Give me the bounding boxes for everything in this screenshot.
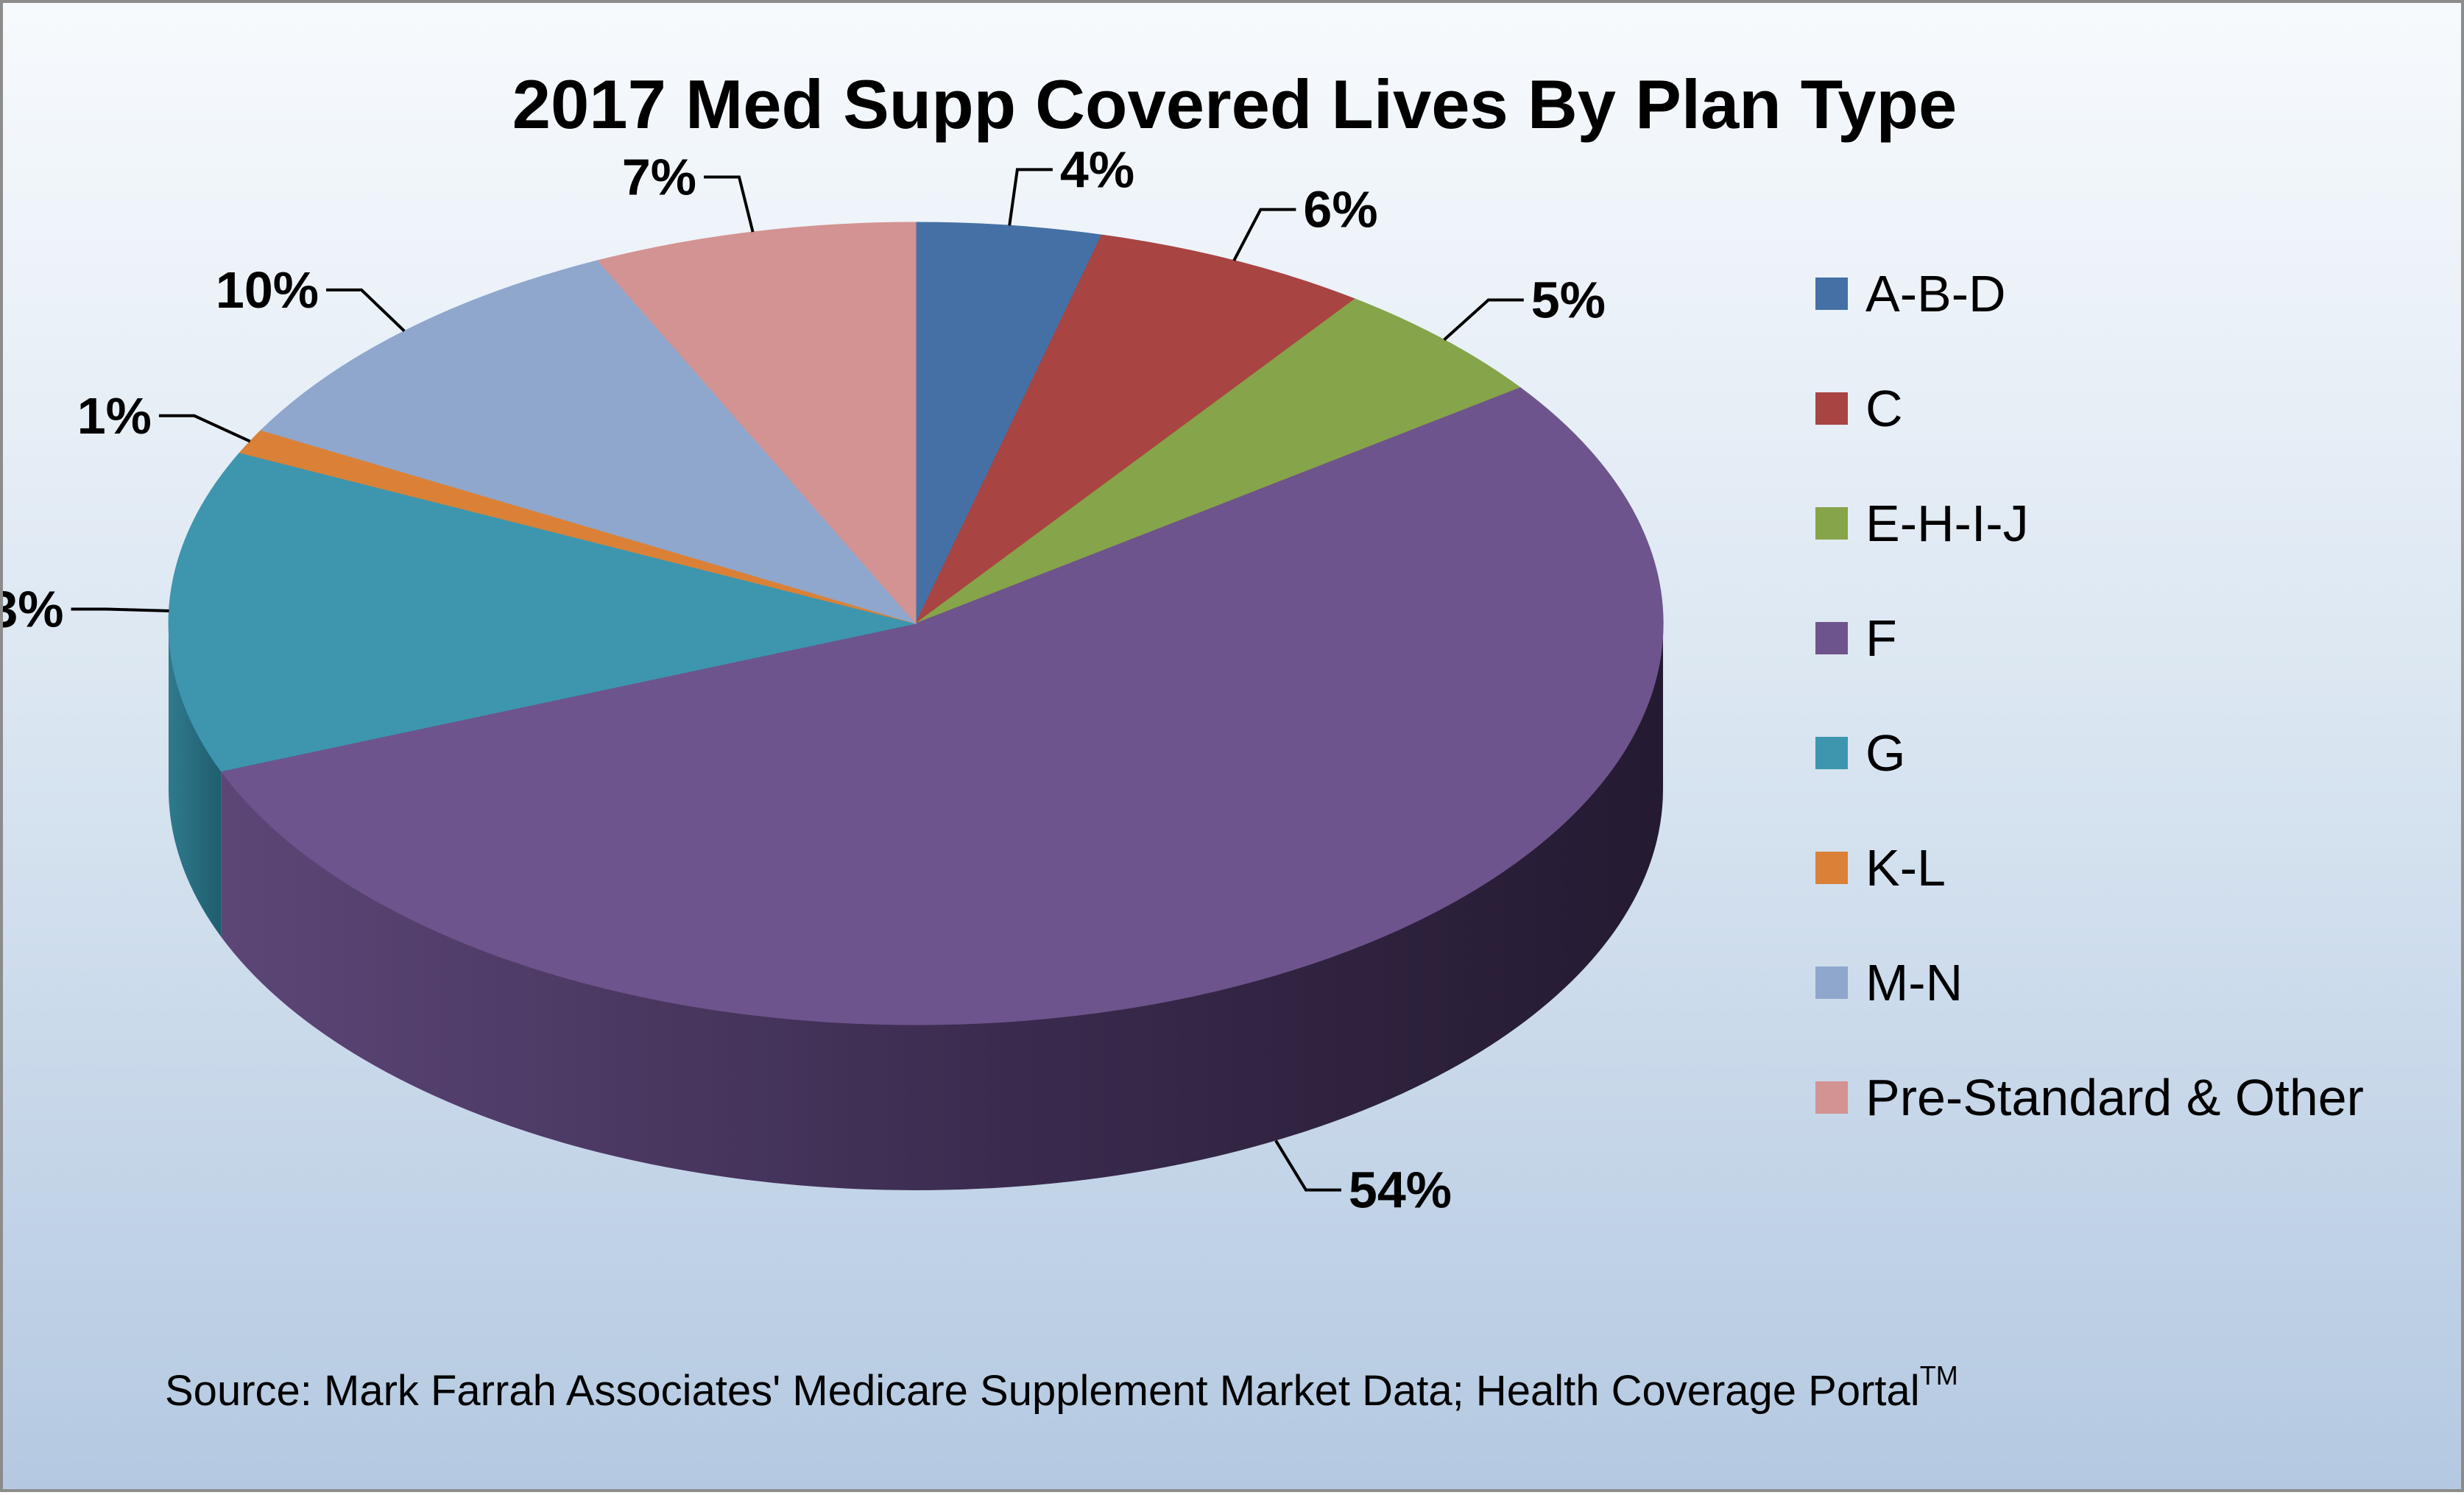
pie-slice-c[interactable] [915, 234, 1356, 624]
leader-line-pre-standard-other [704, 175, 755, 233]
chart-title: 2017 Med Supp Covered Lives By Plan Type [512, 66, 1957, 143]
pie-side-f [221, 623, 1663, 1190]
legend-item-a-b-d: A-B-D [1815, 265, 2006, 322]
legend-label: Pre-Standard & Other [1865, 1069, 2364, 1126]
legend-item-g: G [1815, 724, 1905, 782]
legend-item-c: C [1815, 380, 1903, 437]
legend-label: C [1865, 380, 1903, 437]
data-label-m-n: 10% [216, 261, 319, 319]
legend: A-B-D C E-H-I-J FG K-L M-N Pre-Standard & Othe… [1815, 265, 2364, 1126]
leader-line-m-n [326, 288, 406, 333]
legend-swatch [1815, 622, 1848, 654]
legend-label: E-H-I-J [1865, 495, 2029, 552]
leader-line-a-b-d [1008, 168, 1053, 226]
data-label-a-b-d: 4% [1060, 141, 1134, 198]
data-labels: 4% 6% 5% 54% 13% 1% 10% 7% [3, 141, 1606, 1218]
data-label-c: 6% [1303, 181, 1377, 238]
data-label-e-h-i-j: 5% [1531, 272, 1606, 329]
leader-line-c [1232, 208, 1296, 261]
data-label-g: 13% [3, 581, 64, 638]
legend-swatch [1815, 852, 1848, 884]
legend-item-f: F [1815, 609, 1897, 667]
pie-slices [168, 222, 1664, 1025]
leader-lines [71, 168, 1524, 1192]
legend-swatch [1815, 392, 1848, 425]
trademark-superscript: TM [1920, 1360, 1958, 1390]
legend-label: M-N [1865, 954, 1963, 1011]
data-label-pre-standard-other: 7% [622, 149, 696, 206]
legend-item-pre-standard-other: Pre-Standard & Other [1815, 1069, 2364, 1126]
legend-swatch [1815, 507, 1848, 540]
legend-swatch [1815, 278, 1848, 310]
legend-swatch [1815, 1081, 1848, 1114]
legend-label: G [1865, 724, 1905, 782]
legend-swatch [1815, 737, 1848, 769]
legend-item-e-h-i-j: E-H-I-J [1815, 495, 2029, 552]
pie-slice-g[interactable] [168, 452, 917, 772]
leader-line-f [1274, 1139, 1341, 1192]
pie-chart: 2017 Med Supp Covered Lives By Plan Type… [3, 66, 2364, 1415]
legend-item-k-l: K-L [1815, 839, 1946, 897]
pie-sides [169, 623, 1663, 1190]
legend-label: K-L [1865, 839, 1946, 897]
source-text: Source: Mark Farrah Associates' Medicare… [165, 1367, 1920, 1415]
data-label-f: 54% [1349, 1162, 1452, 1219]
leader-line-k-l [158, 414, 251, 443]
pie-slice-m-n[interactable] [260, 260, 917, 624]
source-note: Source: Mark Farrah Associates' Medicare… [165, 1360, 1958, 1415]
pie-slice-pre-standard-other[interactable] [596, 222, 917, 625]
leader-line-e-h-i-j [1443, 298, 1524, 342]
legend-item-m-n: M-N [1815, 954, 1963, 1011]
pie-side-g [169, 623, 222, 937]
data-label-k-l: 1% [77, 387, 152, 445]
pie-slice-f[interactable] [220, 387, 1664, 1025]
legend-label: A-B-D [1865, 265, 2006, 322]
pie-slice-e-h-i-j[interactable] [915, 298, 1522, 624]
legend-swatch [1815, 966, 1848, 999]
leader-line-g [71, 607, 169, 612]
legend-label: F [1865, 609, 1897, 667]
